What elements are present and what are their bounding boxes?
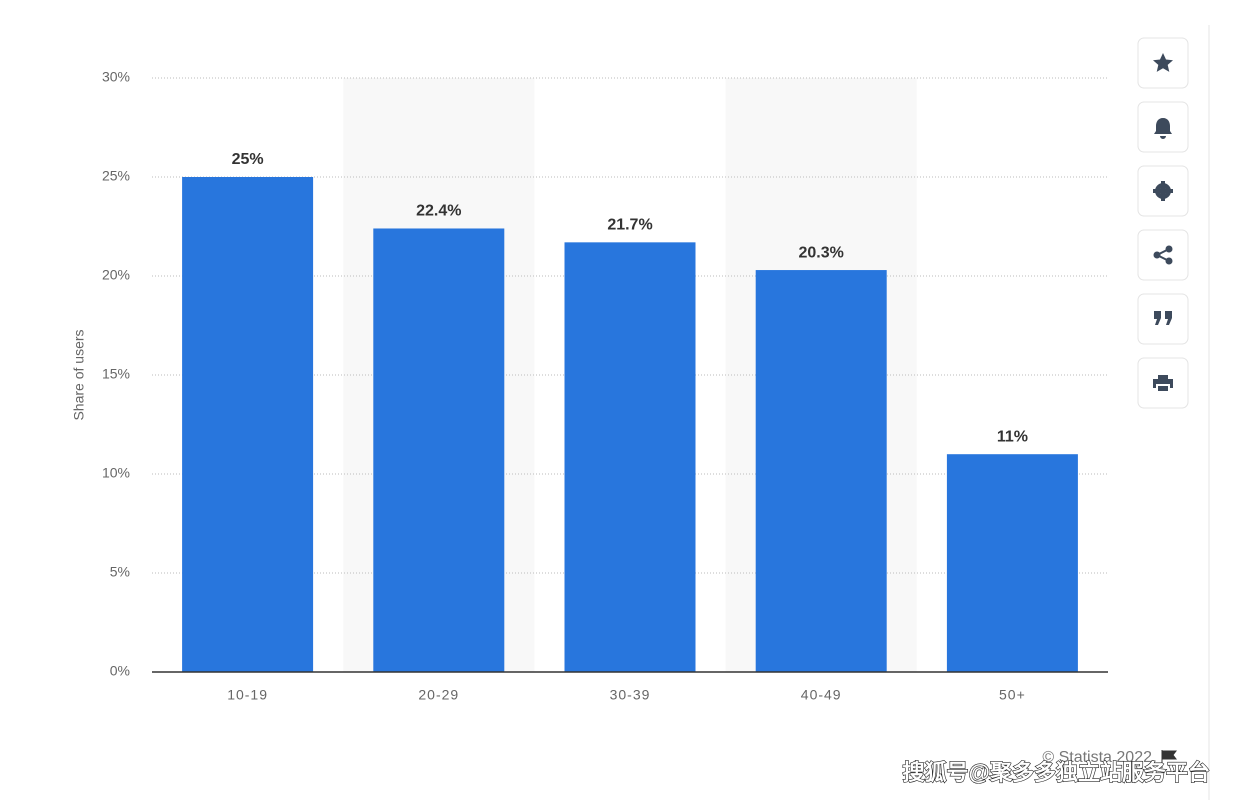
x-tick-label: 40-49 <box>801 687 842 703</box>
y-tick-label: 5% <box>110 564 130 580</box>
x-tick-label: 30-39 <box>610 687 651 703</box>
y-tick-label: 25% <box>102 168 130 184</box>
flag-icon <box>1161 750 1177 768</box>
cite-button[interactable] <box>1137 293 1189 345</box>
bar <box>373 228 505 673</box>
data-label: 25% <box>232 151 264 168</box>
x-tick-label: 50+ <box>999 687 1026 703</box>
data-label: 11% <box>997 428 1028 445</box>
settings-button[interactable] <box>1137 165 1189 217</box>
y-tick-label: 20% <box>102 267 130 283</box>
bar <box>564 242 696 672</box>
x-tick-label: 20-29 <box>418 687 459 703</box>
data-label: 20.3% <box>799 244 844 261</box>
bar <box>182 177 314 672</box>
bar <box>755 270 887 672</box>
y-tick-label: 30% <box>102 69 130 85</box>
watermark: 搜狐号@聚多多独立站服务平台 <box>903 760 1210 785</box>
x-tick-label: 10-19 <box>227 687 268 703</box>
y-tick-label: 0% <box>110 663 130 679</box>
y-tick-label: 15% <box>102 366 130 382</box>
notification-button[interactable] <box>1137 101 1189 153</box>
y-tick-label: 10% <box>102 465 130 481</box>
y-axis-label: Share of users <box>71 329 87 420</box>
print-button[interactable] <box>1137 357 1189 409</box>
share-button[interactable] <box>1137 229 1189 281</box>
data-label: 22.4% <box>416 203 461 220</box>
bar <box>946 454 1078 672</box>
favorite-button[interactable] <box>1137 37 1189 89</box>
data-label: 21.7% <box>607 217 652 234</box>
credit: © Statista 2022 <box>1042 749 1152 766</box>
